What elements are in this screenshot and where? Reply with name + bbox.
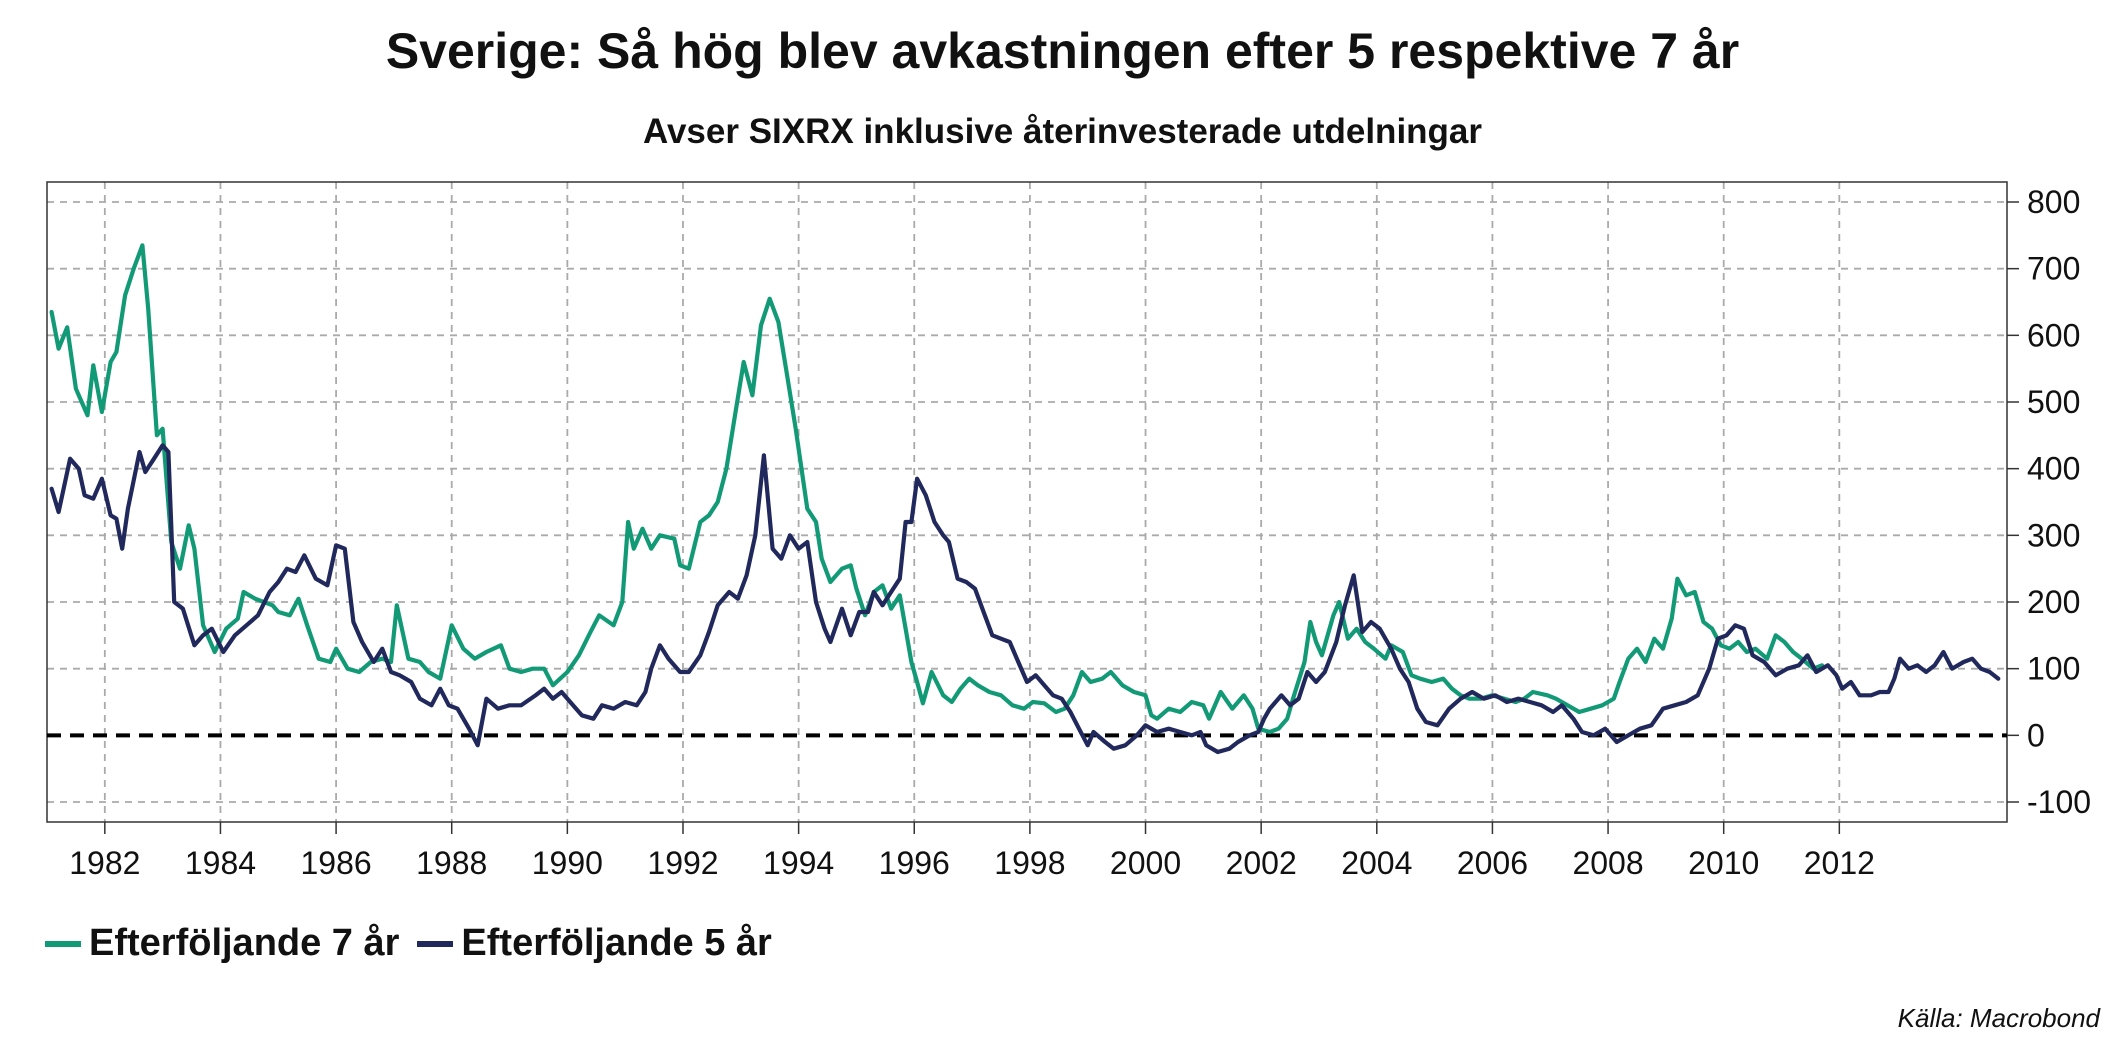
y-tick-label: 500 — [2027, 384, 2080, 420]
legend-swatch-series-1 — [45, 940, 81, 947]
y-tick-label: 300 — [2027, 517, 2080, 553]
legend-item-series-1: Efterföljande 7 år — [45, 922, 399, 965]
series-layer — [49, 243, 2001, 755]
legend-label-series-1: Efterföljande 7 år — [89, 922, 400, 964]
chart-subtitle: Avser SIXRX inklusive återinvesterade ut… — [642, 112, 1483, 151]
x-tick-label: 1984 — [185, 845, 256, 881]
y-tick-label: 700 — [2027, 251, 2080, 287]
y-tick-label: -100 — [2027, 784, 2091, 820]
grid-layer — [47, 182, 2007, 822]
x-tick-label: 2002 — [1226, 845, 1297, 881]
x-tick-label: 2010 — [1688, 845, 1759, 881]
x-tick-label: 1992 — [647, 845, 718, 881]
x-tick-label: 2008 — [1572, 845, 1643, 881]
x-tick-label: 2000 — [1110, 845, 1181, 881]
x-tick-label: 1994 — [763, 845, 834, 881]
legend-item-series-2: Efterföljande 5 år — [417, 922, 772, 965]
series-line-2 — [49, 443, 2001, 755]
x-tick-label: 1986 — [300, 845, 371, 881]
y-tick-label: 400 — [2027, 451, 2080, 487]
series-line-1 — [49, 243, 1825, 735]
y-tick-label: 200 — [2027, 584, 2080, 620]
x-tick-label: 2006 — [1457, 845, 1528, 881]
x-tick-label: 1982 — [69, 845, 140, 881]
chart-title: Sverige: Så hög blev avkastningen efter … — [385, 23, 1740, 79]
y-tick-label: 0 — [2027, 717, 2045, 753]
y-tick-label: 600 — [2027, 317, 2080, 353]
legend-swatch-series-2 — [417, 940, 454, 947]
y-tick-label: 100 — [2027, 651, 2080, 687]
x-tick-label: 1990 — [532, 845, 603, 881]
source-note: Källa: Macrobond — [1897, 1003, 2100, 1033]
x-tick-label: 1996 — [879, 845, 950, 881]
x-tick-label: 2004 — [1341, 845, 1412, 881]
legend-label-series-2: Efterföljande 5 år — [461, 922, 772, 964]
x-tick-label: 2012 — [1804, 845, 1875, 881]
y-tick-label: 800 — [2027, 184, 2080, 220]
plot-frame — [46, 181, 2008, 823]
chart-legend: Efterföljande 7 år Efterföljande 5 år — [45, 922, 790, 965]
x-tick-label: 1988 — [416, 845, 487, 881]
x-tick-label: 1998 — [994, 845, 1065, 881]
axis-layer: 800 700 600 500 400 300 200 100 0 -100 1982 1984 198… — [46, 181, 2091, 881]
